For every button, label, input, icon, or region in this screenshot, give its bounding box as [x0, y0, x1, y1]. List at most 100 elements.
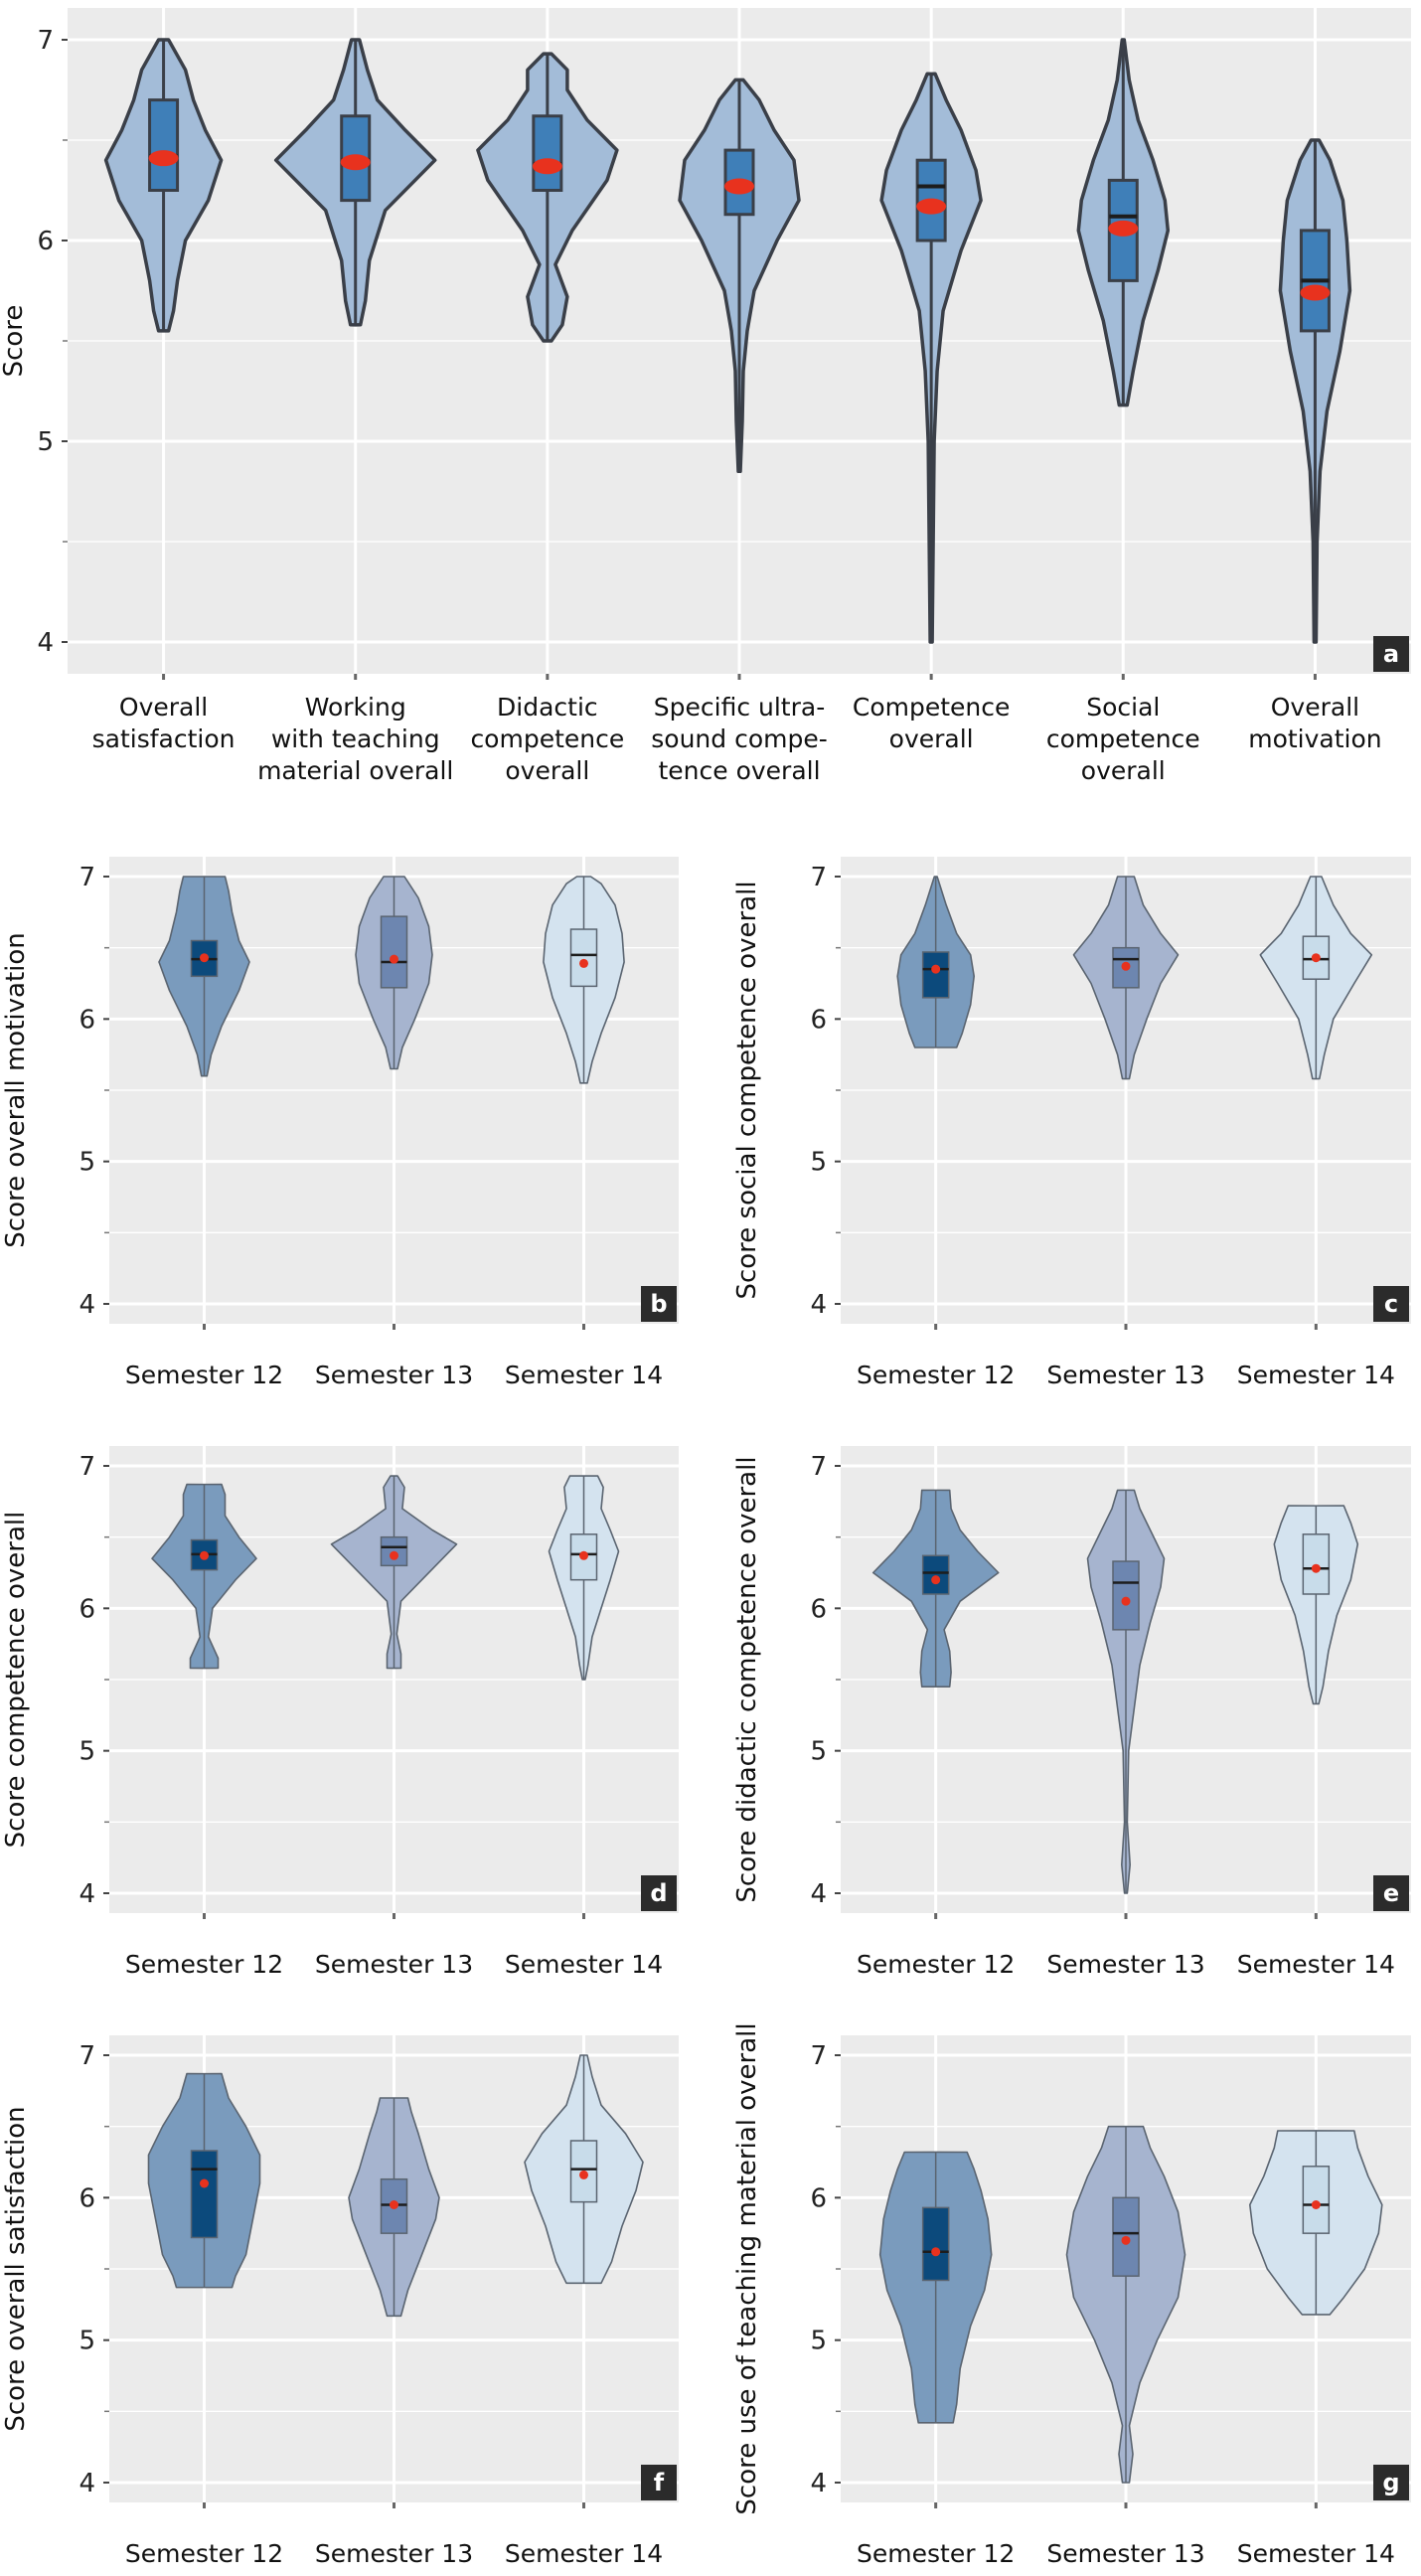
mean-marker-7	[1300, 284, 1331, 301]
y-tick-label: 6	[79, 1594, 95, 1624]
panel-label: d	[650, 1879, 667, 1907]
x-category-label: Semester 14	[505, 1950, 663, 1979]
y-tick-label: 6	[810, 1594, 827, 1624]
mean-marker-3	[579, 1550, 588, 1560]
mean-marker-1	[931, 964, 941, 974]
x-category-label: material overall	[257, 756, 453, 785]
mean-marker-5	[916, 198, 947, 215]
y-tick-label: 4	[79, 1879, 95, 1909]
y-tick-label: 5	[810, 2327, 827, 2356]
mean-marker-3	[579, 958, 588, 968]
x-category-label: Semester 13	[315, 2539, 473, 2568]
box-1	[921, 951, 950, 999]
y-axis-label: Score overall satisfaction	[1, 2106, 31, 2431]
mean-marker-2	[340, 154, 371, 171]
mean-marker-3	[579, 2170, 588, 2179]
mean-marker-1	[931, 2247, 941, 2257]
panel-label-box	[1373, 2465, 1409, 2500]
mean-marker-2	[1121, 1596, 1131, 1606]
x-category-label: Semester 12	[857, 1361, 1015, 1389]
mean-marker-1	[931, 1575, 941, 1585]
panel-label-box	[641, 1875, 677, 1911]
x-category-label: Semester 12	[125, 2539, 283, 2568]
x-category-label: Semester 14	[1237, 1361, 1395, 1389]
panel-e: 4 5 6 7 Score didactic competence overall Sem…	[732, 1446, 1411, 1979]
box-1	[921, 1554, 950, 1595]
y-tick-label: 7	[79, 2041, 95, 2071]
box-1	[190, 2150, 219, 2239]
x-category-label: satisfaction	[92, 724, 236, 753]
y-tick-label: 6	[810, 2183, 827, 2213]
box-2	[380, 2177, 408, 2234]
y-tick-label: 5	[810, 1148, 827, 1178]
mean-marker-2	[1121, 2235, 1131, 2245]
x-category-label: Semester 14	[505, 1361, 663, 1389]
panel-label-box	[641, 1286, 677, 1322]
y-tick-label: 5	[79, 2327, 95, 2356]
box-1	[148, 98, 180, 192]
panel-label: c	[1384, 1290, 1398, 1318]
x-category-label: Overall	[1271, 693, 1359, 722]
panel-g: 4 5 6 7 Score use of teaching material overa…	[732, 2022, 1411, 2568]
x-category-label: overall	[889, 724, 974, 753]
y-tick-label: 5	[79, 1148, 95, 1178]
y-axis-label: Score social competence overall	[732, 881, 762, 1299]
x-category-label: Competence	[853, 693, 1011, 722]
panel-label: f	[654, 2469, 665, 2496]
panel-label: a	[1383, 640, 1399, 668]
panel-label-box	[1373, 1875, 1409, 1911]
y-tick-label: 6	[79, 2183, 95, 2213]
panel-label-box	[641, 2465, 677, 2500]
box-2	[1112, 1560, 1140, 1631]
x-category-label: overall	[505, 756, 589, 785]
y-tick-label: 6	[79, 1005, 95, 1035]
mean-marker-3	[1311, 1563, 1321, 1573]
x-category-label: Semester 12	[857, 2539, 1015, 2568]
y-tick-label: 5	[79, 1737, 95, 1767]
box-3	[569, 2140, 598, 2203]
x-category-label: Working	[305, 693, 406, 722]
x-category-label: Semester 13	[315, 1361, 473, 1389]
panel-label: b	[650, 1290, 667, 1318]
mean-marker-6	[1108, 220, 1139, 237]
x-category-label: Didactic	[497, 693, 598, 722]
y-axis-label: Score competence overall	[1, 1512, 31, 1849]
y-tick-label: 5	[810, 1737, 827, 1767]
x-category-label: Semester 12	[125, 1361, 283, 1389]
panel-a: 4567ScoreOverallsatisfactionWorkingwith …	[0, 8, 1411, 785]
mean-marker-2	[390, 954, 398, 964]
mean-marker-2	[390, 1550, 398, 1560]
mean-marker-1	[200, 2178, 209, 2188]
y-axis-label: Score use of teaching material overall	[732, 2022, 762, 2514]
x-category-label: motivation	[1248, 724, 1381, 753]
y-tick-label: 4	[810, 1290, 827, 1320]
y-tick-label: 4	[810, 1879, 827, 1909]
y-tick-label: 7	[79, 863, 95, 892]
box-1	[921, 2206, 950, 2282]
panel-f: 4 5 6 7 Score overall satisfaction Semester 1…	[1, 2035, 679, 2568]
y-axis-label: Score	[0, 305, 29, 378]
x-category-label: Semester 13	[1046, 1950, 1204, 1979]
y-tick-label: 4	[79, 1290, 95, 1320]
mean-marker-4	[724, 178, 754, 195]
y-tick-label: 7	[810, 1452, 827, 1482]
x-category-label: Semester 13	[1046, 2539, 1204, 2568]
box-3	[1302, 2166, 1331, 2234]
x-category-label: Semester 14	[1237, 1950, 1395, 1979]
panel-label-box	[1373, 636, 1409, 672]
x-category-label: Semester 13	[1046, 1361, 1204, 1389]
y-tick-label: 7	[810, 863, 827, 892]
x-category-label: Semester 14	[505, 2539, 663, 2568]
x-category-label: Semester 14	[1237, 2539, 1395, 2568]
x-category-label: with teaching	[271, 724, 440, 753]
x-category-label: tence overall	[658, 756, 820, 785]
mean-marker-2	[1121, 961, 1131, 971]
y-tick-label: 4	[79, 2469, 95, 2498]
y-axis-label: Score didactic competence overall	[732, 1456, 762, 1902]
mean-marker-1	[148, 150, 179, 167]
mean-marker-2	[390, 2200, 398, 2209]
x-category-label: Semester 12	[125, 1950, 283, 1979]
x-category-label: Overall	[119, 693, 208, 722]
panel-label-box	[1373, 1286, 1409, 1322]
x-category-label: competence	[1046, 724, 1200, 753]
